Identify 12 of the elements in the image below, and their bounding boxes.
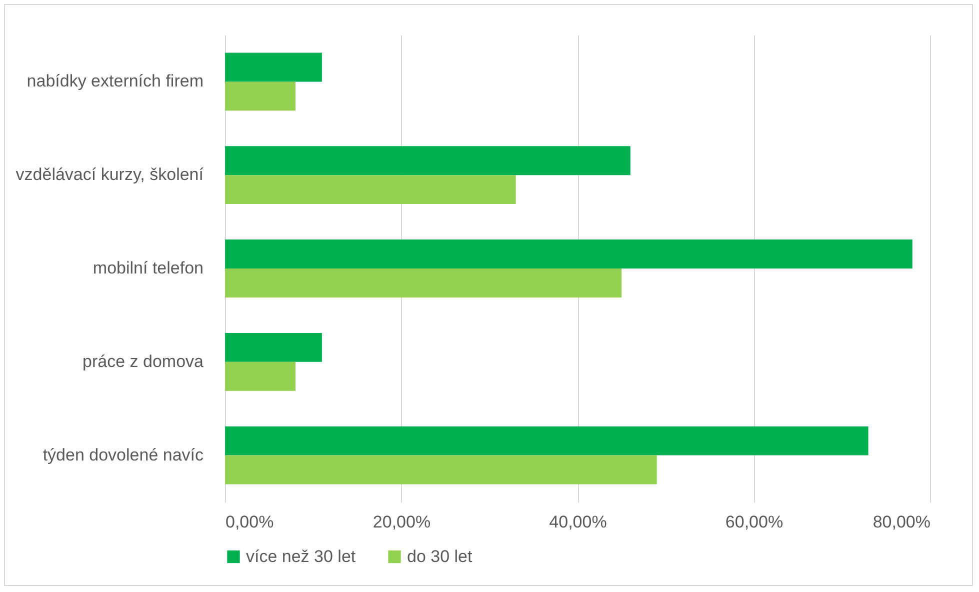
- y-tick-label: týden dovolené navíc: [42, 445, 204, 464]
- y-tick-label: práce z domova: [82, 352, 204, 371]
- y-tick-label: mobilní telefon: [92, 258, 204, 278]
- legend-label: více než 30 let: [246, 546, 356, 566]
- x-tick-label: 20,00%: [372, 512, 431, 532]
- legend-label: do 30 let: [407, 546, 472, 566]
- x-tick-label: 60,00%: [725, 512, 784, 532]
- y-tick-label: vzdělávací kurzy, školení: [16, 165, 204, 184]
- x-tick-label: 40,00%: [549, 512, 607, 532]
- y-tick-label: nabídky externích firem: [26, 72, 204, 91]
- x-tick-label: 0,00%: [226, 512, 274, 532]
- x-tick-label: 80,00%: [872, 512, 930, 532]
